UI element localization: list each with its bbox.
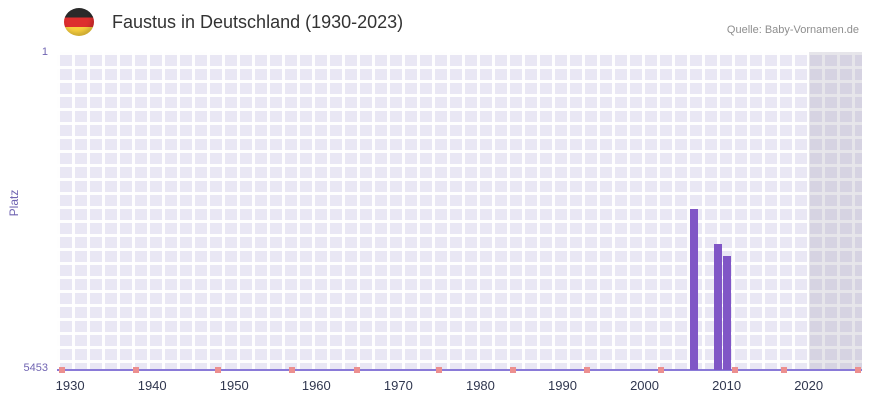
baseline-mark: [854, 367, 861, 373]
baseline-mark: [781, 367, 788, 373]
x-tick-label-2010: 2010: [712, 378, 742, 393]
x-tick-label-2020: 2020: [794, 378, 824, 393]
x-tick-label-1990: 1990: [548, 378, 577, 393]
baseline-mark: [657, 367, 664, 373]
y-axis-title: Platz: [7, 189, 21, 217]
baseline-mark: [354, 367, 361, 373]
rank-bar-2009[interactable]: [714, 244, 723, 370]
recent-years-band: [808, 52, 862, 370]
germany-flag-icon: [64, 8, 94, 36]
rank-bar-2006[interactable]: [689, 209, 698, 370]
baseline-mark: [288, 367, 295, 373]
x-tick-label-1930: 1930: [55, 378, 85, 393]
chart-title: Faustus in Deutschland (1930-2023): [112, 12, 404, 32]
source-link[interactable]: Quelle: Baby-Vornamen.de: [726, 24, 859, 36]
x-tick-label-2000: 2000: [630, 378, 659, 393]
baseline-mark: [132, 367, 139, 373]
x-tick-label-1960: 1960: [301, 378, 331, 393]
x-tick-label-1950: 1950: [219, 378, 249, 393]
plot-area: [57, 52, 862, 373]
x-tick-label-1970: 1970: [383, 378, 413, 393]
x-tick-label-1980: 1980: [465, 378, 495, 393]
baseline-mark: [58, 367, 65, 373]
baseline-mark: [214, 367, 221, 373]
x-axis-tick-labels: 1930 1940 1950 1960 1970 1980 1990 2000 2010 2020: [55, 378, 862, 398]
rank-bar-2010[interactable]: [722, 256, 731, 370]
y-axis-top-label: 1: [41, 46, 48, 58]
baseline-mark: [731, 367, 738, 373]
baseline-mark: [584, 367, 591, 373]
baseline-mark: [436, 367, 443, 373]
y-axis-bottom-label: 5453: [23, 362, 48, 374]
x-tick-label-1940: 1940: [137, 378, 167, 393]
x-axis-line: [57, 369, 862, 371]
baseline-mark: [510, 367, 517, 373]
